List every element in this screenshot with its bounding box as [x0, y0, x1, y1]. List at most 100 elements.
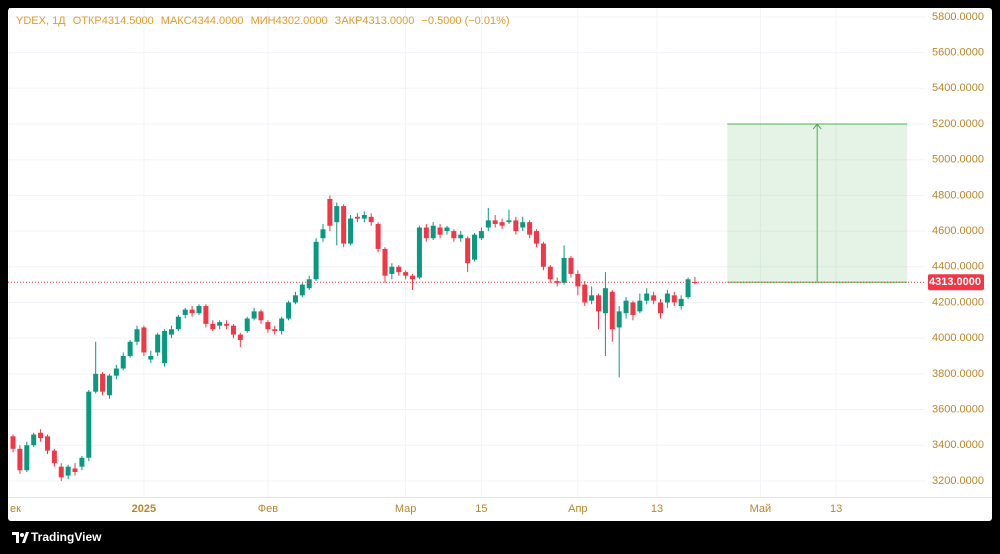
- x-tick-label: 13: [651, 503, 663, 515]
- candle-body: [38, 432, 44, 439]
- x-tick-label: 13: [830, 503, 842, 515]
- y-tick-label: 5200.0000: [932, 118, 984, 130]
- candle-body: [520, 222, 526, 228]
- candle-body: [348, 218, 354, 244]
- candle-body: [623, 300, 629, 314]
- candle-body: [472, 234, 478, 260]
- candle-body: [637, 300, 643, 312]
- candle-body: [630, 302, 636, 315]
- candle-body: [430, 225, 436, 239]
- open-value: 4314.5000: [102, 15, 154, 27]
- candle-body: [44, 436, 50, 451]
- candle-body: [141, 327, 147, 353]
- x-tick-label: Фев: [258, 503, 278, 515]
- candle-body: [506, 220, 512, 223]
- candle-body: [499, 222, 505, 226]
- low-label: МИН: [251, 15, 276, 27]
- candle-body: [368, 216, 374, 223]
- candle-body: [148, 356, 154, 360]
- candle-body: [127, 341, 133, 357]
- candle-body: [458, 234, 464, 239]
- candle-body: [568, 257, 574, 274]
- candle-body: [540, 243, 546, 267]
- x-tick-label: 2025: [132, 503, 156, 515]
- candle-body: [658, 302, 664, 314]
- high-value: 4344.0000: [192, 15, 244, 27]
- candle-body: [375, 223, 381, 249]
- candle-body: [527, 222, 533, 235]
- candle-body: [492, 220, 498, 224]
- candle-body: [664, 293, 670, 303]
- candle-body: [100, 373, 106, 392]
- candle-body: [416, 227, 422, 278]
- candle-body: [10, 436, 16, 449]
- candle-body: [485, 220, 491, 228]
- candle-body: [299, 284, 305, 296]
- candle-body: [644, 293, 650, 301]
- candle-body: [272, 329, 278, 332]
- x-tick-label: Апр: [568, 503, 587, 515]
- candle-body: [403, 272, 409, 276]
- candle-body: [292, 295, 298, 303]
- y-tick-label: 3800.0000: [932, 368, 984, 380]
- y-tick-label: 4800.0000: [932, 189, 984, 201]
- candle-body: [341, 206, 347, 244]
- candle-body: [444, 227, 450, 232]
- candle-body: [575, 273, 581, 287]
- candle-body: [609, 291, 615, 330]
- candle-body: [196, 306, 202, 314]
- candle-body: [120, 356, 126, 369]
- candle-body: [168, 329, 174, 335]
- candle-body: [244, 318, 250, 332]
- y-tick-label: 5400.0000: [932, 82, 984, 94]
- candle-body: [155, 334, 161, 353]
- candle-body: [265, 322, 271, 330]
- candle-body: [286, 302, 292, 319]
- last-price-label: 4313.0000: [929, 276, 981, 288]
- last-price-tag: [928, 274, 984, 291]
- candle-body: [58, 466, 64, 478]
- candle-body: [65, 466, 71, 476]
- candle-body: [382, 248, 388, 276]
- candle-body: [237, 334, 243, 340]
- close-label: ЗАКР: [335, 15, 363, 27]
- legend: YDEX, 1Д ОТКР4314.5000 МАКС4344.0000 МИН…: [16, 15, 510, 27]
- y-tick-label: 4400.0000: [932, 261, 984, 273]
- candle-body: [327, 198, 333, 226]
- candle-body: [589, 295, 595, 301]
- close-value: 4313.0000: [362, 15, 414, 27]
- high-label: МАКС: [161, 15, 192, 27]
- candle-body: [534, 231, 540, 244]
- candle-body: [651, 295, 657, 301]
- y-tick-label: 5600.0000: [932, 47, 984, 59]
- change: −0.5000 (−0.01%): [421, 15, 509, 27]
- candle-body: [79, 457, 85, 467]
- candle-body: [175, 316, 181, 330]
- candle-body: [692, 282, 698, 284]
- candle-body: [678, 298, 684, 307]
- candle-body: [354, 216, 360, 219]
- low-value: 4302.0000: [276, 15, 328, 27]
- candle-body: [189, 309, 195, 314]
- candle-body: [258, 311, 264, 321]
- candle-body: [513, 220, 519, 232]
- candle-body: [596, 295, 602, 312]
- x-tick-label: ек: [10, 503, 21, 515]
- candle-body: [224, 323, 230, 326]
- candle-body: [203, 306, 209, 324]
- candle-body: [162, 331, 168, 364]
- candle-body: [24, 445, 30, 471]
- candle-body: [113, 368, 119, 376]
- x-tick-label: 15: [475, 503, 487, 515]
- brand: TradingView: [31, 530, 102, 544]
- y-tick-label: 5800.0000: [932, 11, 984, 23]
- y-tick-label: 4200.0000: [932, 296, 984, 308]
- candle-body: [17, 448, 23, 471]
- candle-body: [478, 231, 484, 239]
- candle-body: [106, 375, 112, 396]
- candle-body: [51, 450, 57, 464]
- brand-logo: [12, 532, 29, 543]
- candle-body: [561, 257, 567, 283]
